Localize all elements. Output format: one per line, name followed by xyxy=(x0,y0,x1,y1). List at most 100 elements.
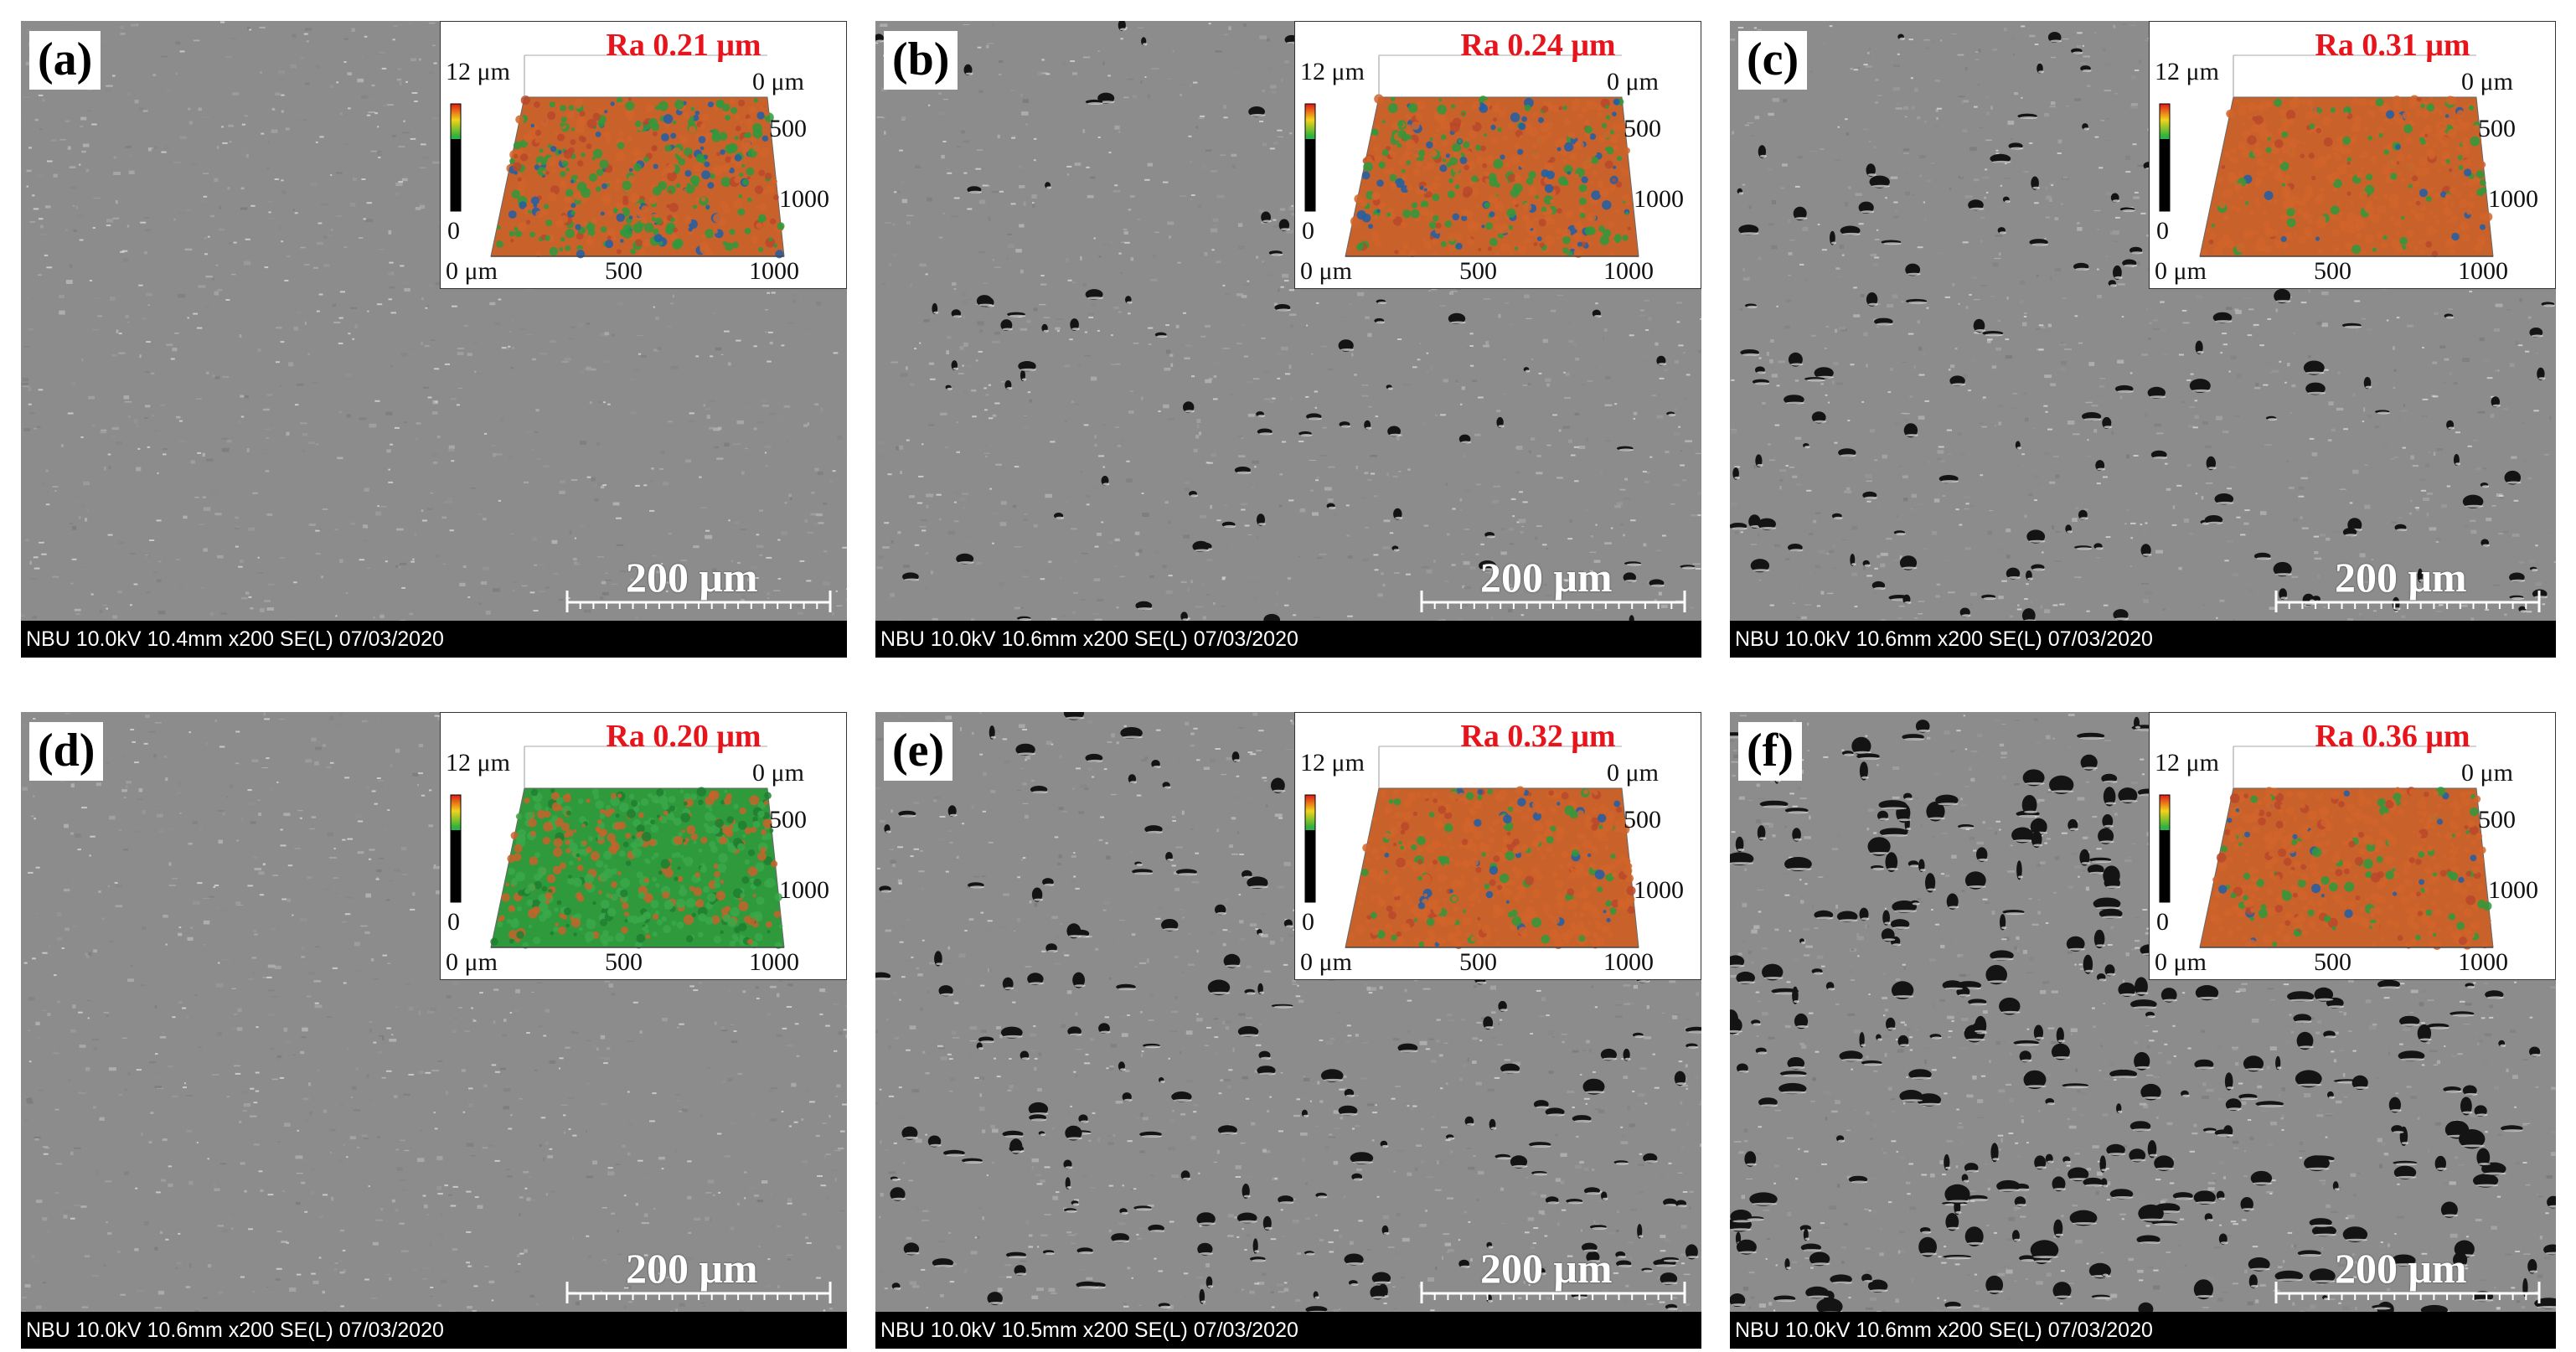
z-max-label: 12 μm xyxy=(2155,749,2219,777)
topography-inset: Ra 0.20 μm 12 μm 0 0 μm 500 1000 0 μm 500 1000 xyxy=(440,712,847,980)
panel-label: (b) xyxy=(884,31,958,90)
topography-inset: Ra 0.24 μm 12 μm 0 0 μm 500 1000 0 μm 500 1000 xyxy=(1294,21,1701,289)
y-tick-0: 0 μm xyxy=(1607,68,1659,95)
z-max-label: 12 μm xyxy=(446,749,510,777)
x-tick-0: 0 μm xyxy=(1300,948,1352,976)
y-tick-500: 500 xyxy=(769,115,807,142)
x-tick-0: 0 μm xyxy=(446,948,498,976)
sem-panel: (f) Ra 0.36 μm 12 μm 0 0 μm 500 1000 0 μm 500 100… xyxy=(1730,712,2556,1349)
x-tick-1000: 1000 xyxy=(2458,257,2508,285)
z-min-label: 0 xyxy=(1302,908,1314,936)
z-min-label: 0 xyxy=(2156,908,2169,936)
sem-info-bar: NBU 10.0kV 10.4mm x200 SE(L) 07/03/2020 xyxy=(21,621,847,658)
z-min-label: 0 xyxy=(1302,217,1314,245)
y-tick-1000: 1000 xyxy=(779,185,829,213)
z-max-label: 12 μm xyxy=(446,58,510,85)
x-tick-1000: 1000 xyxy=(1603,257,1654,285)
y-tick-500: 500 xyxy=(1624,115,1661,142)
scale-bar-label: 200 μm xyxy=(2335,1245,2467,1292)
scale-bar: 200 μm xyxy=(565,1246,832,1305)
sem-info-bar: NBU 10.0kV 10.5mm x200 SE(L) 07/03/2020 xyxy=(875,1312,1701,1349)
sem-info-bar: NBU 10.0kV 10.6mm x200 SE(L) 07/03/2020 xyxy=(1730,621,2556,658)
x-tick-500: 500 xyxy=(1459,948,1497,976)
topography-inset: Ra 0.32 μm 12 μm 0 0 μm 500 1000 0 μm 500 1000 xyxy=(1294,712,1701,980)
sem-panel: (e) Ra 0.32 μm 12 μm 0 0 μm 500 1000 0 μm 500 100… xyxy=(875,712,1701,1349)
y-tick-1000: 1000 xyxy=(1634,185,1684,213)
scale-bar-ruler xyxy=(565,1282,832,1303)
topography-plot xyxy=(450,54,785,259)
scale-bar-label: 200 μm xyxy=(1480,1245,1613,1292)
z-max-label: 12 μm xyxy=(1300,58,1365,85)
roughness-value: Ra 0.32 μm xyxy=(1460,719,1616,754)
scale-bar-ruler xyxy=(2274,591,2541,612)
y-tick-500: 500 xyxy=(1624,806,1661,833)
topography-inset: Ra 0.31 μm 12 μm 0 0 μm 500 1000 0 μm 500 1000 xyxy=(2149,21,2556,289)
scale-bar-label: 200 μm xyxy=(1480,554,1613,601)
sem-panel: (d) Ra 0.20 μm 12 μm 0 0 μm 500 1000 0 μm 500 100… xyxy=(21,712,847,1349)
x-tick-1000: 1000 xyxy=(749,948,799,976)
topography-plot xyxy=(450,746,785,949)
roughness-value: Ra 0.24 μm xyxy=(1460,28,1616,63)
x-tick-0: 0 μm xyxy=(2155,257,2207,285)
topography-plot xyxy=(2159,746,2494,951)
roughness-value: Ra 0.36 μm xyxy=(2315,719,2470,754)
topography-plot xyxy=(1304,746,1639,949)
x-tick-500: 500 xyxy=(2314,257,2351,285)
y-tick-0: 0 μm xyxy=(752,759,804,787)
panel-label: (e) xyxy=(884,722,953,781)
y-tick-500: 500 xyxy=(2478,115,2516,142)
y-tick-0: 0 μm xyxy=(2461,759,2513,787)
y-tick-1000: 1000 xyxy=(2488,185,2538,213)
y-tick-0: 0 μm xyxy=(1607,759,1659,787)
x-tick-1000: 1000 xyxy=(1603,948,1654,976)
scale-bar: 200 μm xyxy=(2274,555,2541,614)
roughness-value: Ra 0.31 μm xyxy=(2315,28,2470,63)
x-tick-500: 500 xyxy=(605,257,643,285)
panel-label: (c) xyxy=(1738,31,1808,90)
scale-bar-label: 200 μm xyxy=(626,554,758,601)
scale-bar: 200 μm xyxy=(1420,1246,1686,1305)
sem-panel: (a) Ra 0.21 μm 12 μm 0 0 μm 500 1000 0 μm 500 100… xyxy=(21,21,847,658)
roughness-value: Ra 0.20 μm xyxy=(606,719,761,754)
x-tick-1000: 1000 xyxy=(749,257,799,285)
sem-info-bar: NBU 10.0kV 10.6mm x200 SE(L) 07/03/2020 xyxy=(1730,1312,2556,1349)
panel-label: (a) xyxy=(29,31,101,90)
z-min-label: 0 xyxy=(447,217,460,245)
sem-panel: (c) Ra 0.31 μm 12 μm 0 0 μm 500 1000 0 μm 500 100… xyxy=(1730,21,2556,658)
x-tick-0: 0 μm xyxy=(1300,257,1352,285)
y-tick-0: 0 μm xyxy=(2461,68,2513,95)
z-min-label: 0 xyxy=(2156,217,2169,245)
scale-bar-ruler xyxy=(1420,591,1686,612)
y-tick-1000: 1000 xyxy=(1634,876,1684,904)
y-tick-500: 500 xyxy=(2478,806,2516,833)
z-max-label: 12 μm xyxy=(2155,58,2219,85)
topography-plot xyxy=(2159,54,2494,257)
topography-inset: Ra 0.21 μm 12 μm 0 0 μm 500 1000 0 μm 500 1000 xyxy=(440,21,847,289)
x-tick-500: 500 xyxy=(605,948,643,976)
scale-bar: 200 μm xyxy=(1420,555,1686,614)
x-tick-500: 500 xyxy=(1459,257,1497,285)
scale-bar: 200 μm xyxy=(565,555,832,614)
y-tick-500: 500 xyxy=(769,806,807,833)
y-tick-0: 0 μm xyxy=(752,68,804,95)
scale-bar-ruler xyxy=(1420,1282,1686,1303)
x-tick-0: 0 μm xyxy=(2155,948,2207,976)
z-max-label: 12 μm xyxy=(1300,749,1365,777)
sem-info-bar: NBU 10.0kV 10.6mm x200 SE(L) 07/03/2020 xyxy=(875,621,1701,658)
y-tick-1000: 1000 xyxy=(2488,876,2538,904)
z-min-label: 0 xyxy=(447,908,460,936)
scale-bar: 200 μm xyxy=(2274,1246,2541,1305)
scale-bar-ruler xyxy=(565,591,832,612)
panel-label: (d) xyxy=(29,722,104,781)
x-tick-0: 0 μm xyxy=(446,257,498,285)
sem-panel: (b) Ra 0.24 μm 12 μm 0 0 μm 500 1000 0 μm 500 100… xyxy=(875,21,1701,658)
roughness-value: Ra 0.21 μm xyxy=(606,28,761,63)
x-tick-1000: 1000 xyxy=(2458,948,2508,976)
scale-bar-label: 200 μm xyxy=(2335,554,2467,601)
scale-bar-ruler xyxy=(2274,1282,2541,1303)
topography-inset: Ra 0.36 μm 12 μm 0 0 μm 500 1000 0 μm 500 1000 xyxy=(2149,712,2556,980)
panel-label: (f) xyxy=(1738,722,1802,781)
x-tick-500: 500 xyxy=(2314,948,2351,976)
scale-bar-label: 200 μm xyxy=(626,1245,758,1292)
y-tick-1000: 1000 xyxy=(779,876,829,904)
